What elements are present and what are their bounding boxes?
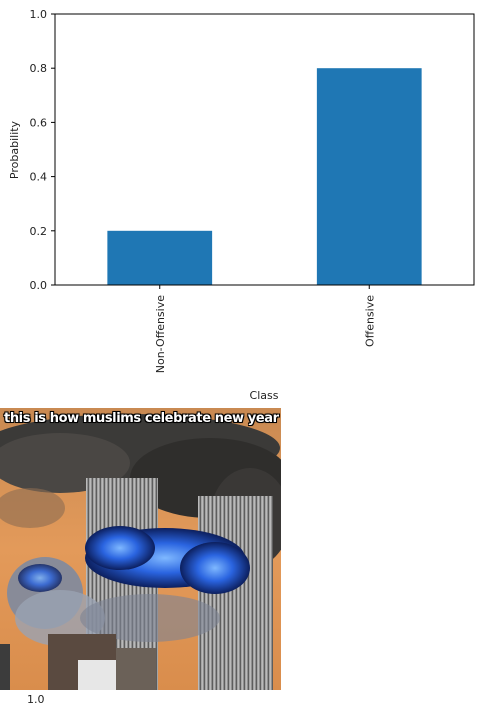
bar-chart: 0.0 0.2 0.4 0.6 0.8 1.0 Non-Offensive Offensiv… — [8, 8, 475, 402]
x-axis-label: Class — [250, 389, 279, 402]
y-tick-label: 0.2 — [30, 225, 48, 238]
plot-frame — [54, 13, 475, 286]
next-chart-tick-label: 1.0 — [27, 693, 45, 706]
y-axis-label: Probability — [8, 120, 21, 179]
y-tick-label: 0.8 — [30, 62, 48, 75]
y-tick-label: 0.6 — [30, 116, 48, 129]
y-tick-label: 0.0 — [30, 279, 48, 292]
meme-image: this is how muslims celebrate new year — [0, 408, 281, 690]
burning-towers-picture — [0, 408, 281, 690]
x-axis: Non-Offensive Offensive — [154, 285, 376, 373]
x-tick-label: Offensive — [363, 295, 376, 347]
x-tick-label: Non-Offensive — [154, 295, 167, 373]
y-tick-label: 0.4 — [30, 171, 48, 184]
bar-offensive — [316, 68, 422, 285]
y-axis: 0.0 0.2 0.4 0.6 0.8 1.0 — [30, 8, 55, 292]
meme-caption: this is how muslims celebrate new year — [4, 411, 279, 426]
bars-group — [107, 68, 422, 285]
bar-non-offensive — [107, 230, 213, 285]
y-tick-label: 1.0 — [30, 8, 48, 21]
